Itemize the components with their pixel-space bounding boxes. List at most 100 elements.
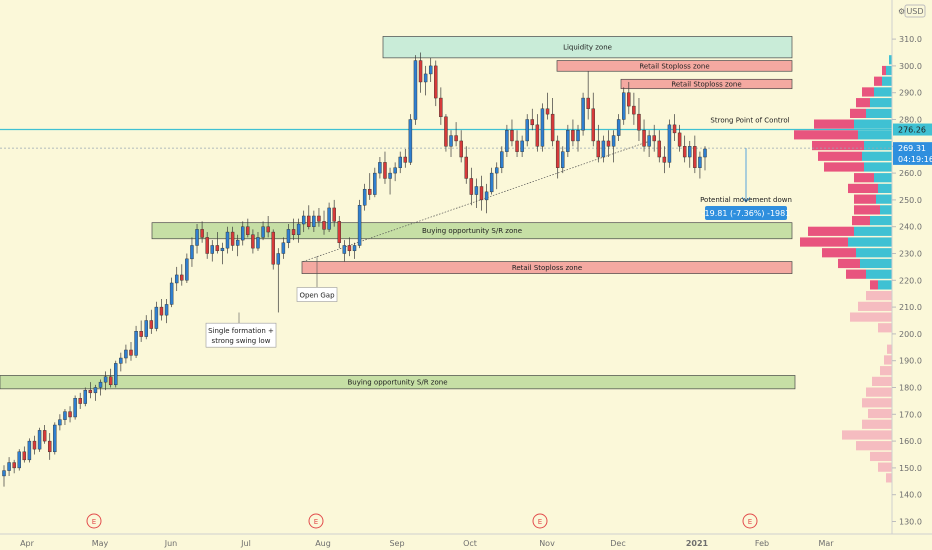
candle-body[interactable]	[398, 156, 402, 168]
candle-body[interactable]	[235, 239, 240, 246]
earnings-marker[interactable]	[532, 513, 548, 529]
candle-body[interactable]	[581, 97, 585, 131]
open-gap-box[interactable]	[296, 287, 338, 302]
price-axis[interactable]	[892, 0, 932, 534]
candle-body[interactable]	[530, 119, 535, 126]
candle-body[interactable]	[454, 135, 458, 142]
candle-body[interactable]	[632, 105, 636, 115]
zone-1[interactable]	[556, 60, 793, 72]
candle-body[interactable]	[479, 186, 484, 201]
candle-body[interactable]	[169, 282, 174, 305]
candle-body[interactable]	[337, 221, 341, 243]
candle-body[interactable]	[469, 178, 474, 195]
candle-body[interactable]	[637, 113, 641, 131]
price-tag-0[interactable]	[893, 123, 932, 136]
candle-body[interactable]	[332, 207, 336, 222]
candle-body[interactable]	[667, 124, 672, 163]
candle-body[interactable]	[22, 451, 27, 461]
candle-body[interactable]	[114, 363, 118, 386]
candle-body[interactable]	[423, 73, 428, 83]
candle-body[interactable]	[464, 156, 468, 179]
candle-body[interactable]	[505, 130, 509, 152]
candle-body[interactable]	[652, 135, 656, 142]
candle-body[interactable]	[139, 331, 143, 337]
candle-body[interactable]	[362, 188, 367, 206]
candle-body[interactable]	[693, 146, 697, 168]
candle-body[interactable]	[474, 186, 479, 195]
candle-body[interactable]	[515, 140, 519, 152]
candle-body[interactable]	[677, 132, 682, 147]
candle-body[interactable]	[83, 389, 87, 404]
candle-body[interactable]	[647, 135, 651, 147]
candle-body[interactable]	[439, 97, 443, 118]
candle-body[interactable]	[301, 215, 306, 225]
candle-body[interactable]	[220, 247, 225, 252]
candle-body[interactable]	[540, 108, 545, 147]
candle-body[interactable]	[210, 245, 214, 254]
candle-body[interactable]	[215, 245, 220, 252]
candle-body[interactable]	[622, 92, 626, 120]
candle-body[interactable]	[520, 140, 524, 152]
candle-body[interactable]	[591, 108, 595, 142]
candle-body[interactable]	[53, 424, 57, 453]
candle-body[interactable]	[58, 419, 62, 426]
zone-0[interactable]	[382, 36, 793, 59]
candle-body[interactable]	[307, 215, 311, 227]
candle-body[interactable]	[154, 306, 159, 329]
candle-body[interactable]	[296, 223, 301, 235]
candle-body[interactable]	[368, 188, 372, 195]
candle-body[interactable]	[103, 376, 108, 383]
candle-body[interactable]	[149, 320, 154, 329]
candle-body[interactable]	[256, 237, 260, 249]
candle-body[interactable]	[342, 245, 347, 254]
candle-body[interactable]	[42, 430, 47, 442]
candle-body[interactable]	[418, 60, 423, 83]
swing-low-box[interactable]	[205, 322, 277, 348]
candle-body[interactable]	[611, 135, 616, 147]
candle-body[interactable]	[241, 226, 245, 241]
candle-body[interactable]	[32, 440, 37, 450]
candle-body[interactable]	[276, 253, 281, 265]
candle-body[interactable]	[489, 172, 494, 193]
candle-body[interactable]	[119, 357, 123, 364]
candle-body[interactable]	[403, 156, 408, 163]
candle-body[interactable]	[698, 156, 702, 168]
candle-body[interactable]	[88, 389, 93, 394]
candle-body[interactable]	[484, 191, 489, 201]
candle-body[interactable]	[230, 231, 235, 246]
candle-body[interactable]	[500, 151, 504, 168]
candle-body[interactable]	[124, 349, 128, 359]
candle-body[interactable]	[657, 140, 662, 158]
candle-body[interactable]	[180, 274, 184, 281]
candle-body[interactable]	[571, 130, 575, 142]
candle-body[interactable]	[98, 381, 103, 388]
candle-body[interactable]	[388, 172, 392, 179]
candle-body[interactable]	[286, 229, 291, 243]
candle-body[interactable]	[373, 172, 377, 195]
candle-body[interactable]	[271, 231, 275, 265]
candle-body[interactable]	[586, 97, 590, 109]
earnings-marker[interactable]	[742, 513, 758, 529]
candle-body[interactable]	[225, 231, 230, 249]
candle-body[interactable]	[134, 331, 138, 356]
candle-body[interactable]	[17, 451, 21, 469]
zone-4[interactable]	[301, 261, 793, 274]
candle-body[interactable]	[312, 215, 316, 227]
candle-body[interactable]	[190, 245, 194, 260]
candle-body[interactable]	[550, 113, 555, 142]
candle-body[interactable]	[281, 242, 286, 254]
zone-2[interactable]	[620, 78, 793, 90]
candle-body[interactable]	[383, 162, 387, 179]
candle-body[interactable]	[291, 229, 296, 235]
candle-body[interactable]	[317, 215, 321, 222]
candle-body[interactable]	[200, 229, 204, 238]
candle-body[interactable]	[495, 167, 499, 174]
candle-body[interactable]	[47, 440, 52, 453]
candle-body[interactable]	[434, 65, 438, 99]
candle-body[interactable]	[566, 130, 570, 152]
candle-body[interactable]	[627, 92, 631, 107]
candle-body[interactable]	[616, 119, 621, 136]
projection-badge[interactable]	[705, 205, 787, 220]
candle-body[interactable]	[525, 119, 529, 142]
candle-body[interactable]	[266, 226, 270, 233]
